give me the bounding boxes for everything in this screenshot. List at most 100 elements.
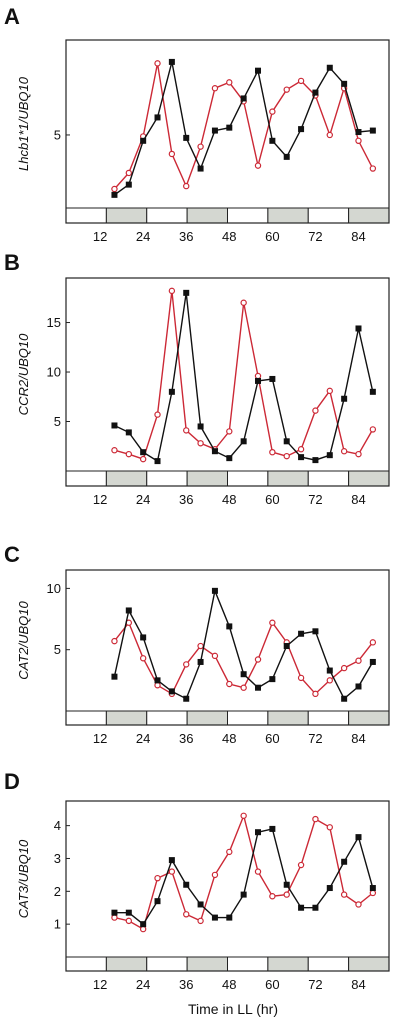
data-point: [226, 848, 233, 856]
data-point: [140, 137, 147, 144]
x-tick-label: 48: [222, 977, 236, 992]
data-point: [283, 881, 290, 888]
plot-frame: [65, 800, 390, 972]
data-point: [312, 407, 319, 414]
data-point: [283, 86, 290, 93]
y-tick-label: 2: [54, 884, 61, 899]
data-point: [197, 901, 204, 908]
panel-letter: D: [4, 769, 20, 794]
data-point: [240, 891, 247, 898]
data-point: [269, 137, 276, 144]
x-tick-label: 24: [136, 731, 150, 746]
data-point: [168, 58, 175, 65]
x-tick-label: 72: [308, 977, 322, 992]
data-point: [369, 639, 377, 646]
data-point: [125, 429, 132, 436]
light-bar-light-segment: [227, 710, 269, 726]
data-point: [341, 695, 348, 702]
data-point: [125, 917, 133, 925]
x-tick-label: 84: [351, 229, 365, 244]
data-point: [283, 153, 290, 160]
data-point: [254, 162, 262, 169]
data-point: [269, 893, 276, 900]
light-bar-dark-segment: [105, 710, 148, 726]
data-point: [111, 637, 118, 645]
data-point: [297, 674, 305, 682]
data-point: [240, 812, 247, 819]
light-bar-light-segment: [65, 710, 107, 726]
light-bar-light-segment: [307, 710, 350, 726]
data-point: [197, 440, 204, 447]
data-point: [211, 85, 219, 92]
data-point: [312, 628, 319, 635]
data-point: [168, 287, 176, 295]
x-tick-label: 60: [265, 731, 279, 746]
data-point: [240, 438, 247, 445]
data-point: [254, 868, 262, 875]
data-point: [340, 664, 348, 672]
plot-frame: [65, 39, 390, 224]
light-bar-light-segment: [65, 956, 107, 972]
data-point: [355, 657, 362, 664]
x-tick-label: 36: [179, 977, 193, 992]
y-tick-label: 5: [54, 642, 61, 657]
light-bar-dark-segment: [267, 956, 309, 972]
data-point: [326, 677, 333, 684]
data-point: [154, 458, 161, 465]
data-point: [226, 455, 233, 462]
data-point: [154, 898, 161, 905]
data-point: [269, 448, 276, 456]
data-point: [240, 671, 247, 678]
data-point: [111, 673, 118, 680]
light-bar-dark-segment: [348, 207, 390, 224]
data-point: [125, 909, 132, 916]
plot-frame: [65, 569, 390, 726]
data-point: [312, 904, 319, 911]
series-black: [111, 825, 376, 928]
data-point: [197, 658, 204, 665]
data-point: [369, 658, 376, 665]
light-bar-light-segment: [227, 207, 269, 224]
panel-b: B CCR2/UBQ10 5 10 15 12 24 36 48 60 72 84: [4, 250, 390, 507]
x-tick-label: 72: [308, 731, 322, 746]
series-line-black: [113, 588, 374, 700]
data-point: [254, 372, 262, 380]
data-point: [183, 427, 190, 434]
series-black: [111, 587, 376, 702]
data-point: [255, 829, 262, 836]
light-bar-dark-segment: [186, 956, 228, 972]
data-point: [255, 377, 262, 384]
light-bar-dark-segment: [186, 207, 228, 224]
x-tick-label: 48: [222, 731, 236, 746]
y-axis-label: CAT2/UBQ10: [16, 600, 31, 679]
series-black: [111, 289, 376, 465]
data-point: [168, 388, 175, 395]
y-tick-label: 3: [54, 851, 61, 866]
series-line-black: [113, 61, 373, 196]
series-red: [111, 287, 377, 463]
series-red: [111, 60, 377, 193]
data-point: [297, 77, 305, 85]
data-point: [297, 446, 305, 453]
data-point: [326, 387, 333, 395]
data-point: [269, 676, 276, 683]
light-bar-light-segment: [146, 710, 188, 726]
light-bar-dark-segment: [348, 470, 390, 487]
x-tick-label: 24: [136, 229, 150, 244]
data-point: [111, 185, 118, 193]
x-tick-label: 12: [93, 977, 107, 992]
data-point: [226, 623, 233, 630]
data-point: [355, 325, 362, 332]
data-point: [369, 889, 377, 897]
data-point: [140, 921, 147, 928]
x-tick-label: 60: [265, 492, 279, 507]
data-point: [197, 165, 204, 172]
data-point: [326, 885, 333, 892]
y-tick-label: 5: [54, 414, 61, 429]
data-point: [298, 454, 305, 461]
light-bar-light-segment: [227, 956, 269, 972]
data-point: [369, 885, 376, 892]
data-point: [326, 64, 333, 71]
